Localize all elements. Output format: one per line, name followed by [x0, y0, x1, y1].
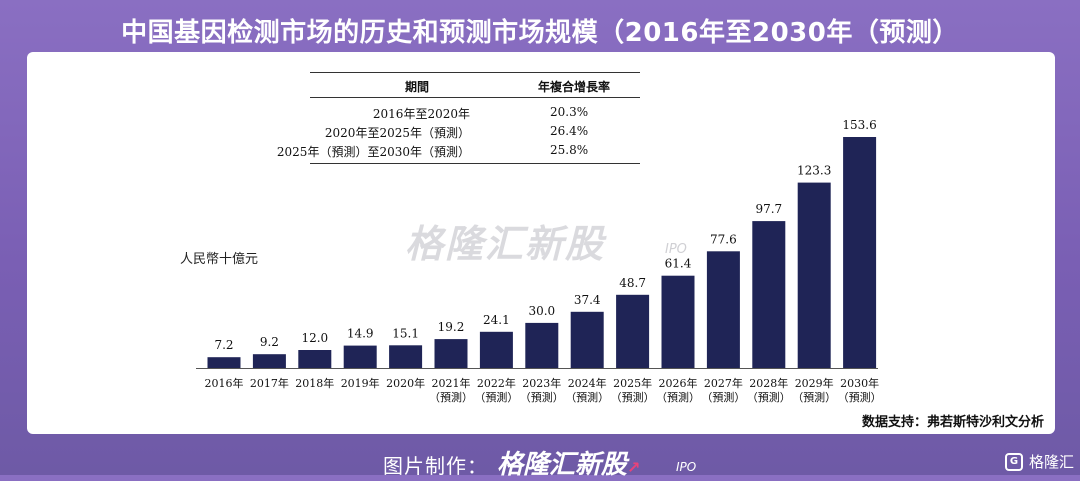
value-label: 7.2	[214, 338, 233, 352]
bar-2023年	[525, 322, 559, 368]
footer-brand: 格隆汇新股↗	[497, 444, 640, 481]
bar-2016年	[207, 357, 241, 368]
value-label: 30.0	[528, 304, 555, 318]
table-row-period: 2016年至2020年	[372, 107, 470, 121]
x-tick-label: 2016年	[205, 376, 244, 390]
source-note: 数据支持：弗若斯特沙利文分析	[861, 415, 1044, 430]
bar-2018年	[298, 350, 332, 368]
value-label: 12.0	[301, 331, 328, 345]
value-label: 61.4	[665, 257, 692, 271]
value-label: 48.7	[619, 276, 646, 290]
x-tick-note: （預測）	[656, 390, 700, 404]
x-tick-label: 2020年	[386, 376, 425, 390]
x-tick-note: （預測）	[565, 390, 609, 404]
x-tick-label: 2019年	[341, 376, 380, 390]
value-label: 123.3	[797, 164, 831, 178]
x-tick-note: （預測）	[611, 390, 655, 404]
footer-label: 图片制作：	[383, 454, 488, 478]
table-header-rate: 年複合增長率	[538, 80, 611, 94]
x-tick-label: 2025年	[613, 376, 652, 390]
bar-2024年	[570, 311, 604, 368]
corner-logo-text: 格隆汇	[1029, 453, 1075, 471]
footer-brand-text: 格隆汇新股	[497, 450, 628, 480]
x-tick-label: 2021年	[432, 376, 471, 390]
value-label: 37.4	[574, 293, 601, 307]
x-tick-note: （預測）	[792, 390, 836, 404]
value-label: 9.2	[260, 335, 279, 349]
corner-logo: G 格隆汇	[1005, 451, 1074, 472]
x-tick-note: （預測）	[701, 390, 745, 404]
x-tick-note: （預測）	[474, 390, 518, 404]
bar-2022年	[479, 331, 513, 368]
g-logo-icon: G	[1005, 452, 1023, 471]
x-tick-note: （預測）	[520, 390, 564, 404]
chart-panel	[27, 52, 1055, 434]
page-title: 中国基因检测市场的历史和预测市场规模（2016年至2030年（预测）	[121, 18, 959, 48]
table-header-rule	[310, 97, 640, 98]
x-tick-label: 2027年	[704, 376, 743, 390]
x-tick-label: 2029年	[795, 376, 834, 390]
table-header-period: 期間	[405, 80, 430, 94]
y-axis-unit-label: 人民幣十億元	[180, 252, 259, 267]
table-row-period: 2025年（預測）至2030年（預測）	[276, 145, 470, 159]
trend-arrow-icon: ↗	[627, 458, 641, 477]
bar-2021年	[434, 339, 468, 368]
x-tick-note: （預測）	[747, 390, 791, 404]
bar-2028年	[752, 221, 786, 368]
x-tick-note: （預測）	[429, 390, 473, 404]
x-tick-label: 2017年	[250, 376, 289, 390]
value-label: 19.2	[438, 320, 465, 334]
table-top-rule	[310, 72, 640, 73]
bar-2027年	[706, 251, 740, 368]
table-row-rate: 20.3%	[550, 105, 589, 119]
x-tick-note: （預測）	[838, 390, 882, 404]
x-tick-label: 2018年	[295, 376, 334, 390]
bar-2029年	[797, 182, 831, 368]
x-tick-label: 2024年	[568, 376, 607, 390]
value-label: 14.9	[347, 327, 374, 341]
bar-2030年	[843, 137, 877, 368]
bar-2019年	[343, 345, 377, 368]
value-label: 15.1	[392, 326, 419, 340]
value-label: 153.6	[842, 118, 876, 132]
x-tick-label: 2030年	[840, 376, 879, 390]
bar-2020年	[389, 345, 423, 368]
value-label: 77.6	[710, 232, 737, 246]
watermark-brand: 格隆汇新股	[405, 222, 606, 266]
footer-suffix: IPO	[676, 460, 697, 474]
table-row-rate: 26.4%	[550, 124, 589, 138]
table-bottom-rule	[310, 163, 640, 164]
value-label: 24.1	[483, 313, 510, 327]
bar-2017年	[252, 354, 286, 368]
x-tick-label: 2022年	[477, 376, 516, 390]
value-label: 97.7	[755, 202, 782, 216]
x-tick-label: 2028年	[749, 376, 788, 390]
bar-2025年	[616, 294, 650, 368]
table-row-period: 2020年至2025年（預測）	[324, 126, 470, 140]
table-row-rate: 25.8%	[550, 143, 589, 157]
watermark-suffix: IPO	[665, 242, 687, 257]
x-tick-label: 2026年	[659, 376, 698, 390]
x-tick-label: 2023年	[522, 376, 561, 390]
bar-2026年	[661, 275, 695, 368]
